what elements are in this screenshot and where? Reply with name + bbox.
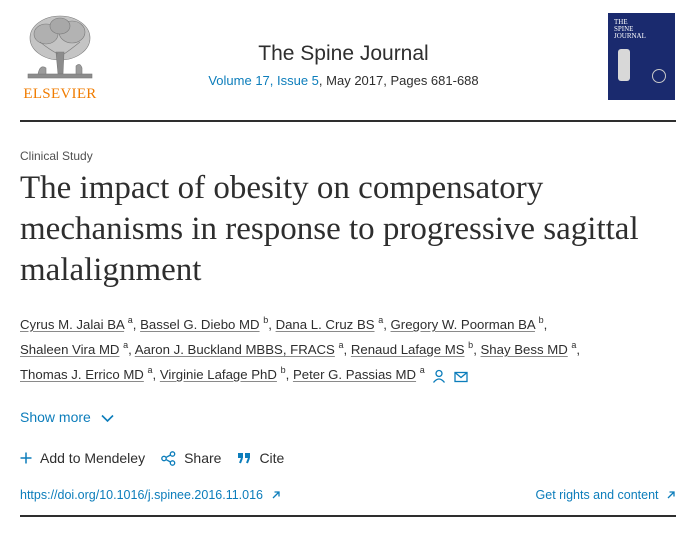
cover-title-line3: JOURNAL [614,32,646,40]
issue-date-pages: , May 2017, Pages 681-688 [318,73,479,88]
external-link-icon [272,491,280,499]
author-name[interactable]: Aaron J. Buckland MBBS, FRACS [134,342,335,357]
cite-button[interactable]: Cite [237,450,284,466]
journal-title-link[interactable]: The Spine Journal [258,42,429,65]
author-item[interactable]: Shaleen Vira MD a [20,339,129,357]
author-affiliation[interactable]: a [378,314,384,325]
cover-figure [618,49,630,81]
author-name[interactable]: Dana L. Cruz BS [275,317,375,332]
corresponding-author-icons [432,363,472,388]
author-item[interactable]: Aaron J. Buckland MBBS, FRACS a [134,339,344,357]
chevron-down-icon [101,414,114,423]
author-name[interactable]: Shay Bess MD [480,342,568,357]
footer-divider [20,515,676,517]
author-name[interactable]: Thomas J. Errico MD [20,367,144,382]
get-rights-link[interactable]: Get rights and content [536,488,676,502]
author-name[interactable]: Renaud Lafage MS [350,342,465,357]
author-affiliation[interactable]: a [127,314,133,325]
author-name[interactable]: Gregory W. Poorman BA [390,317,535,332]
author-list: Cyrus M. Jalai BA a, Bassel G. Diebo MD … [20,312,670,388]
share-button[interactable]: Share [161,450,221,466]
show-more-label: Show more [20,409,91,425]
article-type: Clinical Study [20,149,93,163]
cite-label: Cite [259,450,285,466]
doi-link[interactable]: https://doi.org/10.1016/j.spinee.2016.11… [20,488,281,502]
cover-title-line2: SPINE [614,25,634,33]
author-item[interactable]: Thomas J. Errico MD a [20,364,153,382]
author-name[interactable]: Peter G. Passias MD [292,367,417,382]
issue-info: Volume 17, Issue 5, May 2017, Pages 681-… [0,73,687,88]
plus-icon [20,452,32,464]
header-divider [20,120,676,122]
author-affiliation[interactable]: b [280,364,286,375]
author-item[interactable]: Gregory W. Poorman BA b [390,314,544,332]
external-link-icon [667,491,675,499]
doi-text: https://doi.org/10.1016/j.spinee.2016.11… [20,488,264,502]
add-to-mendeley-button[interactable]: Add to Mendeley [20,450,145,466]
article-title: The impact of obesity on compensatory me… [20,170,639,288]
author-affiliation[interactable]: b [468,339,474,350]
author-name[interactable]: Virginie Lafage PhD [159,367,277,382]
author-item[interactable]: Bassel G. Diebo MD b [140,314,269,332]
author-affiliation[interactable]: b [538,314,544,325]
author-affiliation[interactable]: a [147,364,153,375]
author-item[interactable]: Shay Bess MD a [480,339,577,357]
author-name[interactable]: Cyrus M. Jalai BA [20,317,125,332]
show-more-button[interactable]: Show more [20,409,114,425]
author-name[interactable]: Shaleen Vira MD [20,342,120,357]
volume-issue-link[interactable]: Volume 17, Issue 5 [208,73,319,88]
author-item[interactable]: Renaud Lafage MS b [350,339,474,357]
quote-icon [238,453,251,464]
cover-seal [652,69,666,83]
get-rights-text: Get rights and content [535,488,659,502]
author-name[interactable]: Bassel G. Diebo MD [140,317,260,332]
add-to-mendeley-label: Add to Mendeley [40,450,146,466]
author-affiliation[interactable]: a [123,339,129,350]
author-affiliation[interactable]: b [263,314,269,325]
journal-header: ELSEVIER The Spine Journal Volume 17, Is… [0,0,687,120]
author-item[interactable]: Peter G. Passias MD a [292,364,425,382]
envelope-icon[interactable] [454,371,468,383]
author-item[interactable]: Virginie Lafage PhD b [159,364,286,382]
author-affiliation[interactable]: a [419,364,425,375]
person-icon[interactable] [432,369,446,383]
journal-title: The Spine Journal [0,42,687,66]
elsevier-wordmark: ELSEVIER [23,86,97,102]
author-item[interactable]: Cyrus M. Jalai BA a [20,314,133,332]
author-item[interactable]: Dana L. Cruz BS a [275,314,384,332]
share-icon [161,450,176,466]
author-affiliation[interactable]: a [571,339,577,350]
cover-title-line1: THE [614,18,628,26]
elsevier-logo[interactable]: ELSEVIER [20,12,100,104]
share-label: Share [184,450,222,466]
journal-cover-image[interactable]: THE SPINE JOURNAL [608,13,675,100]
cover-title: THE SPINE JOURNAL [614,19,646,40]
article-actions: Add to Mendeley Share Cite [20,450,284,466]
author-affiliation[interactable]: a [338,339,344,350]
elsevier-tree-logo-icon [27,15,93,79]
